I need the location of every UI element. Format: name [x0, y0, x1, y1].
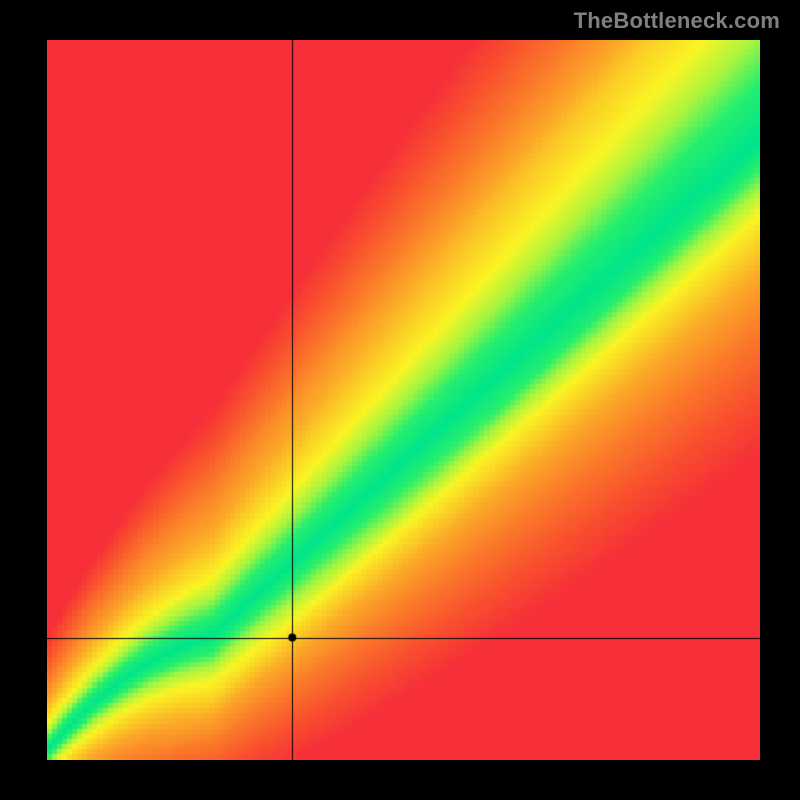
watermark-text: TheBottleneck.com: [574, 8, 780, 34]
bottleneck-heatmap: [47, 40, 760, 760]
heatmap-canvas: [47, 40, 760, 760]
